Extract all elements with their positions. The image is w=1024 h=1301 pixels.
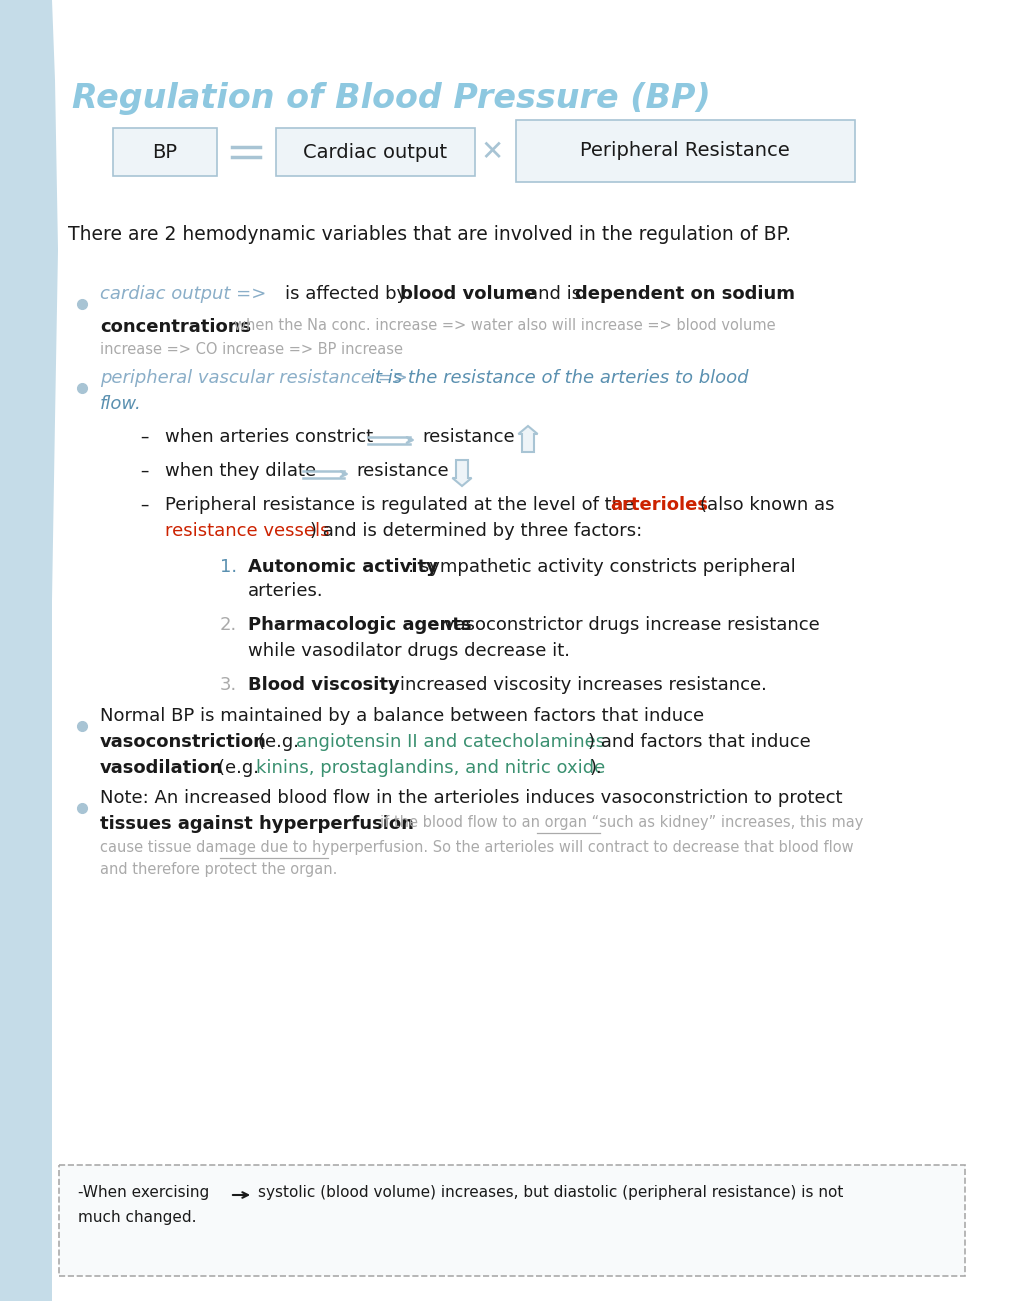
- Text: blood volume: blood volume: [400, 285, 537, 303]
- Text: dependent on sodium: dependent on sodium: [575, 285, 795, 303]
- Text: Normal BP is maintained by a balance between factors that induce: Normal BP is maintained by a balance bet…: [100, 706, 705, 725]
- Text: tissues against hyperperfusion: tissues against hyperperfusion: [100, 814, 414, 833]
- Polygon shape: [518, 425, 538, 451]
- Text: and is: and is: [527, 285, 587, 303]
- Text: Note: An increased blood flow in the arterioles induces vasoconstriction to prot: Note: An increased blood flow in the art…: [100, 788, 843, 807]
- Polygon shape: [0, 0, 58, 1301]
- Text: systolic (blood volume) increases, but diastolic (peripheral resistance) is not: systolic (blood volume) increases, but d…: [258, 1185, 844, 1200]
- Text: angiotensin II and catecholamines: angiotensin II and catecholamines: [296, 732, 605, 751]
- Text: increase => CO increase => BP increase: increase => CO increase => BP increase: [100, 342, 403, 356]
- Text: cardiac output =>: cardiac output =>: [100, 285, 266, 303]
- Text: –: –: [140, 428, 148, 446]
- Text: 3.: 3.: [220, 677, 238, 693]
- Text: Pharmacologic agents: Pharmacologic agents: [248, 615, 471, 634]
- Text: (e.g.: (e.g.: [258, 732, 305, 751]
- Text: There are 2 hemodynamic variables that are involved in the regulation of BP.: There are 2 hemodynamic variables that a…: [68, 225, 791, 245]
- Text: Cardiac output: Cardiac output: [303, 143, 447, 161]
- Text: kinins, prostaglandins, and nitric oxide: kinins, prostaglandins, and nitric oxide: [256, 758, 605, 777]
- Text: : increased viscosity increases resistance.: : increased viscosity increases resistan…: [388, 677, 767, 693]
- Text: Peripheral Resistance: Peripheral Resistance: [581, 142, 790, 160]
- Text: cause tissue damage due to hyperperfusion. So the arterioles will contract to de: cause tissue damage due to hyperperfusio…: [100, 840, 854, 855]
- Text: Regulation of Blood Pressure (BP): Regulation of Blood Pressure (BP): [72, 82, 711, 114]
- Text: ) and is determined by three factors:: ) and is determined by three factors:: [310, 522, 642, 540]
- Text: 2.: 2.: [220, 615, 238, 634]
- Text: resistance vessels: resistance vessels: [165, 522, 330, 540]
- Text: vasodilation: vasodilation: [100, 758, 223, 777]
- Polygon shape: [453, 461, 472, 487]
- FancyBboxPatch shape: [59, 1164, 965, 1276]
- Text: ✕: ✕: [480, 138, 504, 167]
- Text: if the blood flow to an organ “such as kidney” increases, this may: if the blood flow to an organ “such as k…: [380, 814, 863, 830]
- Text: is affected by: is affected by: [285, 285, 413, 303]
- Text: Autonomic activity: Autonomic activity: [248, 558, 438, 576]
- Text: ) and factors that induce: ) and factors that induce: [588, 732, 811, 751]
- Text: when arteries constrict: when arteries constrict: [165, 428, 373, 446]
- Text: resistance: resistance: [356, 462, 449, 480]
- Text: when they dilate: when they dilate: [165, 462, 316, 480]
- Text: while vasodilator drugs decrease it.: while vasodilator drugs decrease it.: [248, 641, 570, 660]
- Text: (also known as: (also known as: [700, 496, 835, 514]
- Text: Blood viscosity: Blood viscosity: [248, 677, 399, 693]
- Text: arterioles: arterioles: [610, 496, 708, 514]
- Text: 1.: 1.: [220, 558, 238, 576]
- Text: concentrations: concentrations: [100, 317, 251, 336]
- Text: when the Na conc. increase => water also will increase => blood volume: when the Na conc. increase => water also…: [234, 317, 775, 333]
- Text: : vasoconstrictor drugs increase resistance: : vasoconstrictor drugs increase resista…: [432, 615, 820, 634]
- Text: it is the resistance of the arteries to blood: it is the resistance of the arteries to …: [370, 369, 749, 386]
- Text: -When exercising: -When exercising: [78, 1185, 209, 1200]
- FancyBboxPatch shape: [113, 127, 217, 176]
- FancyBboxPatch shape: [516, 120, 855, 182]
- Text: –: –: [140, 496, 148, 514]
- Text: (e.g.: (e.g.: [218, 758, 265, 777]
- Text: –: –: [140, 462, 148, 480]
- Text: vasoconstriction: vasoconstriction: [100, 732, 267, 751]
- Text: BP: BP: [153, 143, 177, 161]
- Text: and therefore protect the organ.: and therefore protect the organ.: [100, 863, 337, 877]
- FancyBboxPatch shape: [276, 127, 475, 176]
- Text: flow.: flow.: [100, 396, 141, 412]
- Text: arteries.: arteries.: [248, 582, 324, 600]
- Text: ).: ).: [590, 758, 603, 777]
- Text: Peripheral resistance is regulated at the level of the: Peripheral resistance is regulated at th…: [165, 496, 640, 514]
- Text: resistance: resistance: [422, 428, 515, 446]
- Text: peripheral vascular resistance =>: peripheral vascular resistance =>: [100, 369, 408, 386]
- Text: : sympathetic activity constricts peripheral: : sympathetic activity constricts periph…: [408, 558, 796, 576]
- Text: much changed.: much changed.: [78, 1210, 197, 1226]
